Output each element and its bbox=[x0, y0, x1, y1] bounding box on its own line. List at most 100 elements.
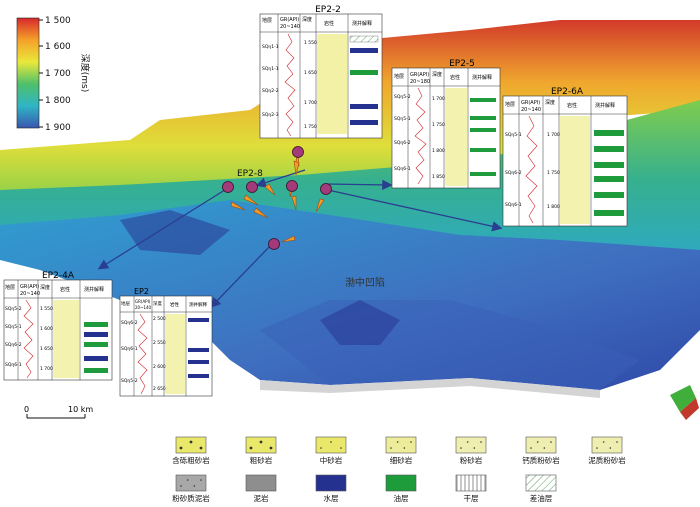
well-log-ep2-4A[interactable]: EP2-4A 地层 GR(API) 20~140 深度 岩性 测井解释 SQη5… bbox=[3, 271, 113, 381]
unit: SQη6-2 bbox=[121, 320, 138, 326]
header: 测井解释 bbox=[595, 102, 615, 109]
well-dot bbox=[222, 181, 234, 193]
well-dot bbox=[320, 183, 332, 195]
legend-swatch bbox=[525, 436, 557, 454]
legend-label: 细砂岩 bbox=[390, 455, 413, 465]
depth: 1 750 bbox=[304, 124, 317, 130]
colorbar-tick: 1 600 bbox=[45, 42, 71, 52]
depth: 1 550 bbox=[304, 40, 317, 46]
legend-label: 粉砂质泥岩 bbox=[172, 493, 210, 503]
gr-curve bbox=[284, 33, 296, 137]
header: 20~140 bbox=[135, 305, 152, 310]
unit: SQη6-2 bbox=[5, 342, 22, 348]
depth: 1 850 bbox=[432, 174, 445, 180]
unit: SQη6-2 bbox=[394, 140, 411, 146]
depth: 1 700 bbox=[547, 132, 560, 138]
header: 地层 bbox=[5, 284, 15, 291]
header: 地层 bbox=[121, 300, 130, 307]
legend-swatch bbox=[385, 474, 417, 492]
unit: SQη1-1 bbox=[262, 66, 279, 72]
header: 深度 bbox=[40, 284, 50, 291]
legend-item: 差油层 bbox=[525, 474, 557, 503]
colorbar-tick: 1 700 bbox=[45, 69, 71, 79]
depth: 2 500 bbox=[153, 316, 166, 322]
well-label-ep2-8: EP2-8 bbox=[237, 169, 263, 179]
header: GR(API) bbox=[410, 72, 429, 78]
scale-bar: 0 10 km bbox=[24, 405, 93, 419]
well-log-ep2[interactable]: EP2 地层 GR(API) 20~140 深度 岩性 测井解释 SQη6-2 … bbox=[119, 287, 213, 397]
legend-label: 差油层 bbox=[530, 493, 553, 503]
colorbar-title: 深度(ms) bbox=[79, 54, 91, 92]
colorbar-tick: 1 900 bbox=[45, 123, 71, 133]
header: 深度 bbox=[545, 99, 555, 106]
unit: SQη6-2 bbox=[505, 170, 522, 176]
legend-item: 泥质粉砂岩 bbox=[588, 436, 626, 465]
well-dot bbox=[268, 238, 280, 250]
well-log-ep2-6A[interactable]: EP2-6A 地层 GR(API) 20~140 深度 岩性 测井解释 SQη5… bbox=[502, 87, 628, 227]
depth: 1 700 bbox=[40, 366, 53, 372]
legend-label: 泥质粉砂岩 bbox=[588, 455, 626, 465]
well-log-ep2-5[interactable]: EP2-5 地层 GR(API) 20~180 深度 岩性 测井解释 SQη5-… bbox=[391, 59, 501, 189]
legend-label: 泥岩 bbox=[254, 493, 269, 503]
well-connectors bbox=[97, 169, 503, 308]
gr-curve bbox=[23, 299, 34, 379]
gr-curve bbox=[137, 313, 148, 395]
unit: SQη6-1 bbox=[5, 362, 22, 368]
gr-curve bbox=[414, 87, 427, 185]
legend-swatch bbox=[175, 474, 207, 492]
well-dot bbox=[286, 180, 298, 192]
unit: SQη6-1 bbox=[394, 166, 411, 172]
unit: SQη2-3 bbox=[262, 112, 279, 118]
legend-swatch bbox=[315, 436, 347, 454]
unit: SQη5-1 bbox=[394, 116, 411, 122]
well-dot bbox=[292, 146, 304, 158]
header: 测井解释 bbox=[352, 20, 372, 27]
well-markers bbox=[222, 146, 332, 250]
well-log-ep2-2[interactable]: EP2-2 地层 GR(API) 20~140 深度 岩性 测井解释 SQη1-… bbox=[259, 5, 383, 139]
depth: 1 750 bbox=[547, 170, 560, 176]
legend-label: 含砾粗砂岩 bbox=[172, 455, 210, 465]
gr-curve bbox=[525, 115, 538, 224]
unit: SQη5-2 bbox=[394, 94, 411, 100]
header: 20~140 bbox=[20, 291, 40, 297]
legend-swatch bbox=[385, 436, 417, 454]
header: 测井解释 bbox=[472, 74, 492, 81]
header: 深度 bbox=[153, 300, 162, 307]
legend-item: 钙质粉砂岩 bbox=[522, 436, 560, 465]
depth: 1 700 bbox=[432, 96, 445, 102]
legend-item: 粉砂质泥岩 bbox=[172, 474, 210, 503]
header: 测井解释 bbox=[84, 286, 104, 293]
header: 岩性 bbox=[170, 301, 179, 308]
unit: SQη5-1 bbox=[5, 324, 22, 330]
header: GR(API) bbox=[280, 17, 299, 23]
depth: 1 650 bbox=[304, 70, 317, 76]
depth-colorbar: 1 500 1 600 1 700 1 800 1 900 深度(ms) bbox=[16, 16, 91, 133]
legend-swatch bbox=[455, 474, 487, 492]
legend-item: 含砾粗砂岩 bbox=[172, 436, 210, 465]
legend-item: 粗砂岩 bbox=[245, 436, 277, 465]
legend-item: 中砂岩 bbox=[315, 436, 347, 465]
depth: 1 550 bbox=[40, 306, 53, 312]
legend-item: 油层 bbox=[385, 474, 417, 503]
map-area-label: 渤中凹陷 bbox=[345, 276, 385, 289]
header: 岩性 bbox=[60, 286, 70, 293]
header: 地层 bbox=[505, 101, 515, 108]
well-title: EP2 bbox=[134, 287, 149, 296]
legend-label: 干层 bbox=[464, 494, 479, 503]
header: 20~180 bbox=[410, 79, 430, 85]
header: 深度 bbox=[302, 16, 312, 23]
header: 测井解释 bbox=[189, 301, 207, 308]
colorbar-tick: 1 800 bbox=[45, 96, 71, 106]
depth: 1 600 bbox=[40, 326, 53, 332]
legend-swatch bbox=[525, 474, 557, 492]
unit: SQη2-2 bbox=[262, 88, 279, 94]
well-title: EP2-6A bbox=[551, 87, 584, 97]
legend-swatch bbox=[591, 436, 623, 454]
legend-swatch bbox=[175, 436, 207, 454]
unit: SQη5-1 bbox=[505, 132, 522, 138]
header: 岩性 bbox=[450, 74, 460, 81]
colorbar-tick: 1 500 bbox=[45, 16, 71, 26]
legend-item: 干层 bbox=[455, 474, 487, 503]
colorbar-ticks: 1 500 1 600 1 700 1 800 1 900 bbox=[39, 16, 71, 133]
legend-label: 中砂岩 bbox=[320, 455, 343, 465]
